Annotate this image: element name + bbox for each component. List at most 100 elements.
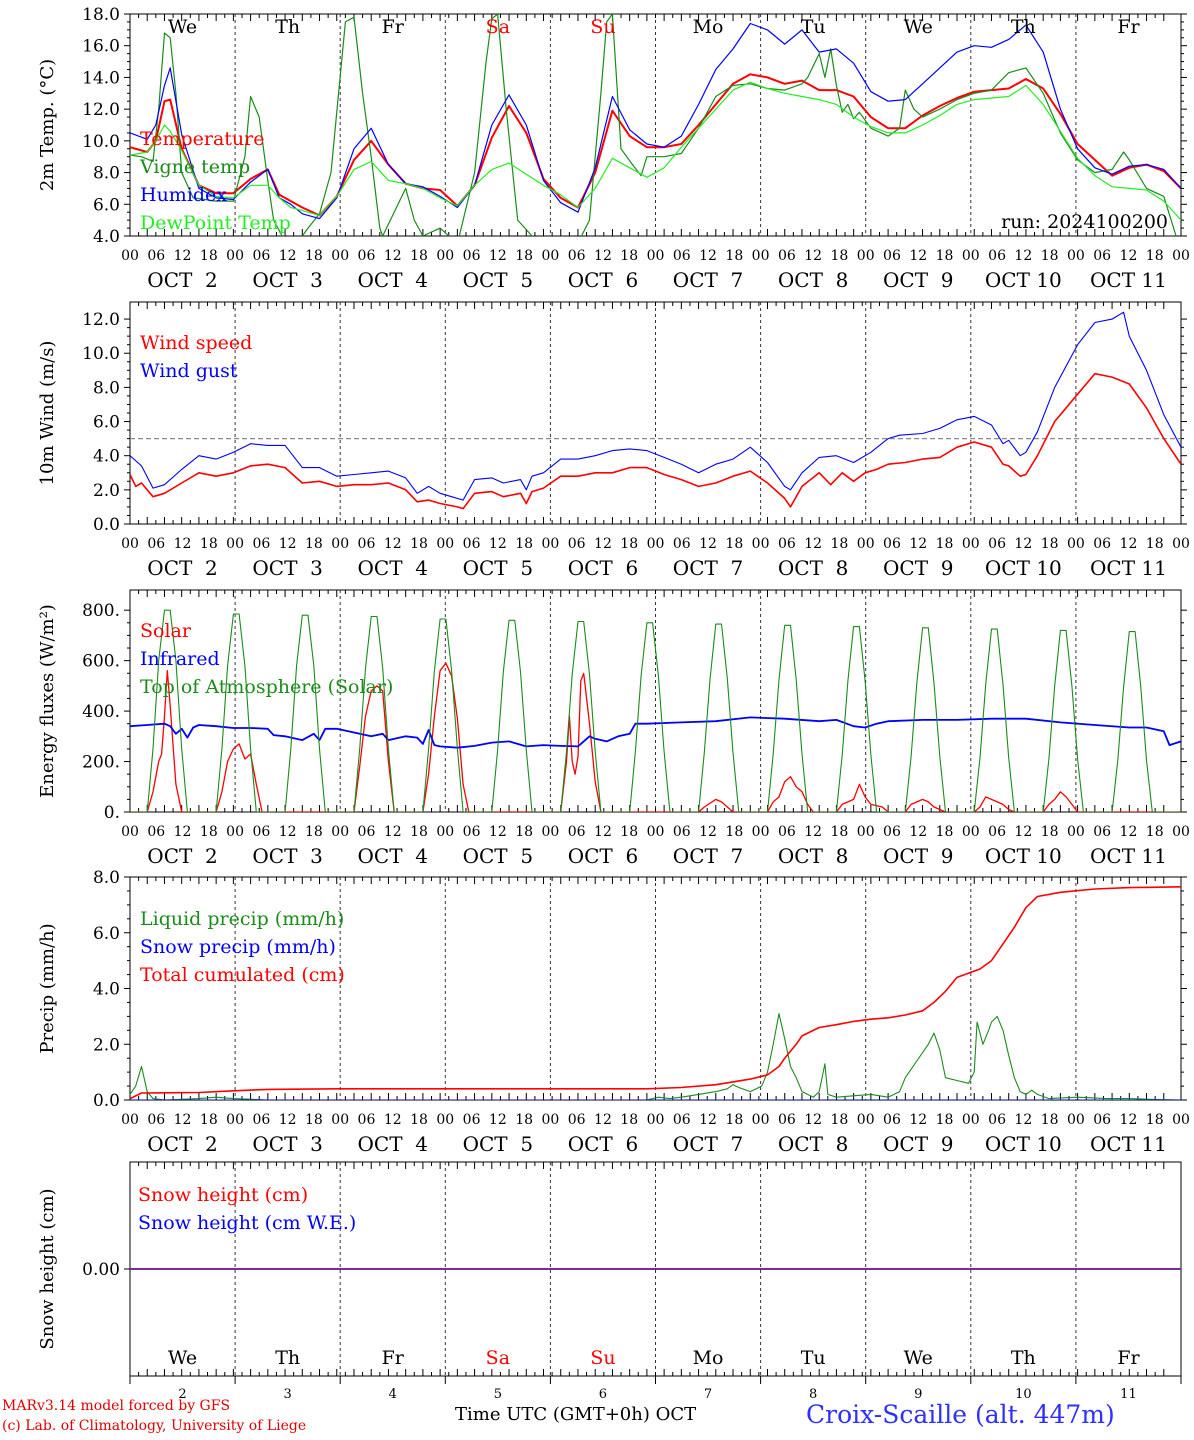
hour-tick-label: 06	[358, 824, 376, 840]
hour-tick-label: 12	[279, 1112, 297, 1128]
weekday-label: Fr	[382, 16, 405, 38]
date-label: OCT 8	[778, 1132, 848, 1156]
weekday-label: Tu	[801, 16, 826, 38]
hour-tick-label: 06	[252, 536, 270, 552]
date-label: OCT 3	[252, 556, 322, 580]
date-label: OCT 7	[673, 268, 743, 292]
hour-tick-label: 12	[384, 248, 402, 264]
hour-tick-label: 06	[988, 824, 1006, 840]
hour-tick-label: 06	[673, 248, 691, 264]
y-axis-title: 10m Wind (m/s)	[37, 341, 58, 486]
date-label: OCT 11	[1090, 556, 1167, 580]
hour-tick-label: 06	[673, 536, 691, 552]
y-tick-label: 6.0	[93, 195, 120, 215]
hour-tick-label: 12	[384, 536, 402, 552]
date-label: OCT 2	[147, 268, 217, 292]
date-label: OCT 7	[673, 1132, 743, 1156]
hour-tick-label: 00	[752, 536, 770, 552]
hour-tick-label: 18	[410, 1112, 428, 1128]
y-tick-label: 12.0	[82, 310, 120, 330]
hour-tick-label: 12	[384, 824, 402, 840]
hour-tick-label: 12	[1120, 824, 1138, 840]
hour-tick-label: 18	[305, 536, 323, 552]
hour-tick-label: 18	[831, 824, 849, 840]
hour-tick-label: 06	[1093, 536, 1111, 552]
series-line-wind-speed	[130, 372, 1181, 510]
legend-label: Humidex	[140, 184, 227, 206]
hour-tick-label: 12	[1014, 248, 1032, 264]
hour-tick-label: 18	[1146, 1112, 1164, 1128]
hour-tick-label: 06	[883, 536, 901, 552]
hour-tick-label: 00	[1172, 536, 1190, 552]
series-line-solar	[130, 662, 1181, 812]
hour-tick-label: 06	[988, 536, 1006, 552]
weekday-label: Th	[275, 1347, 300, 1369]
hour-tick-label: 12	[1120, 248, 1138, 264]
day-number-label: 10	[1015, 1387, 1032, 1402]
hour-tick-label: 18	[936, 536, 954, 552]
hour-tick-label: 06	[778, 1112, 796, 1128]
hour-tick-label: 12	[279, 248, 297, 264]
hour-tick-label: 00	[436, 824, 454, 840]
hour-tick-label: 18	[305, 1112, 323, 1128]
day-number-label: 8	[809, 1387, 817, 1402]
hour-tick-label: 00	[962, 536, 980, 552]
hour-tick-label: 00	[962, 1112, 980, 1128]
weekday-label: We	[904, 1347, 933, 1369]
hour-tick-label: 12	[174, 824, 192, 840]
y-tick-label: 12.0	[82, 100, 120, 120]
hour-tick-label: 18	[831, 536, 849, 552]
hour-tick-label: 12	[279, 824, 297, 840]
series-line-infrared	[130, 716, 1181, 749]
hour-tick-label: 00	[647, 1112, 665, 1128]
day-number-label: 5	[494, 1387, 502, 1402]
hour-tick-label: 18	[725, 248, 743, 264]
series-line-total-cumulated-cm-	[130, 886, 1181, 1100]
hour-tick-label: 06	[463, 248, 481, 264]
footer-time-axis-label: Time UTC (GMT+0h) OCT	[455, 1404, 697, 1425]
date-label: OCT 4	[358, 844, 428, 868]
hour-tick-label: 12	[489, 536, 507, 552]
legend-label: Liquid precip (mm/h)	[140, 908, 344, 930]
hour-tick-label: 18	[410, 824, 428, 840]
hour-tick-label: 00	[226, 824, 244, 840]
legend-label: DewPoint Temp	[140, 212, 291, 234]
hour-tick-label: 12	[489, 1112, 507, 1128]
weekday-label: Mo	[693, 16, 724, 38]
hour-tick-label: 12	[909, 1112, 927, 1128]
hour-tick-label: 06	[463, 536, 481, 552]
hour-tick-label: 06	[673, 1112, 691, 1128]
hour-tick-label: 18	[620, 248, 638, 264]
legend-label: Wind gust	[140, 360, 238, 382]
hour-tick-label: 12	[804, 1112, 822, 1128]
hour-tick-label: 12	[1120, 1112, 1138, 1128]
hour-tick-label: 00	[541, 248, 559, 264]
date-label: OCT 3	[252, 268, 322, 292]
hour-tick-label: 00	[1067, 536, 1085, 552]
y-tick-label: 4.0	[93, 227, 120, 247]
date-label: OCT 10	[985, 556, 1062, 580]
date-label: OCT 8	[778, 844, 848, 868]
hour-tick-label: 00	[226, 536, 244, 552]
hour-tick-label: 06	[883, 248, 901, 264]
weekday-label: We	[168, 16, 197, 38]
weekday-label: Th	[275, 16, 300, 38]
hour-tick-label: 12	[1120, 536, 1138, 552]
date-label: OCT 2	[147, 556, 217, 580]
hour-tick-label: 12	[594, 536, 612, 552]
hour-tick-label: 18	[410, 536, 428, 552]
date-label: OCT 5	[463, 556, 533, 580]
y-tick-label: 10.0	[82, 344, 120, 364]
hour-tick-label: 18	[305, 824, 323, 840]
day-number-label: 6	[599, 1387, 607, 1402]
hour-tick-label: 12	[804, 248, 822, 264]
hour-tick-label: 00	[857, 824, 875, 840]
date-label: OCT 7	[673, 844, 743, 868]
series-line-top-of-atmosphere-solar-	[130, 609, 1181, 812]
day-number-label: 7	[704, 1387, 712, 1402]
hour-tick-label: 18	[200, 536, 218, 552]
series-line-vigne-temp	[130, 14, 1177, 236]
hour-tick-label: 06	[568, 1112, 586, 1128]
panel-4: 0.0 2.0 4.0 6.0 8.0 Precip (mm/h) Liquid preci…	[37, 868, 1190, 1156]
hour-tick-label: 18	[305, 248, 323, 264]
